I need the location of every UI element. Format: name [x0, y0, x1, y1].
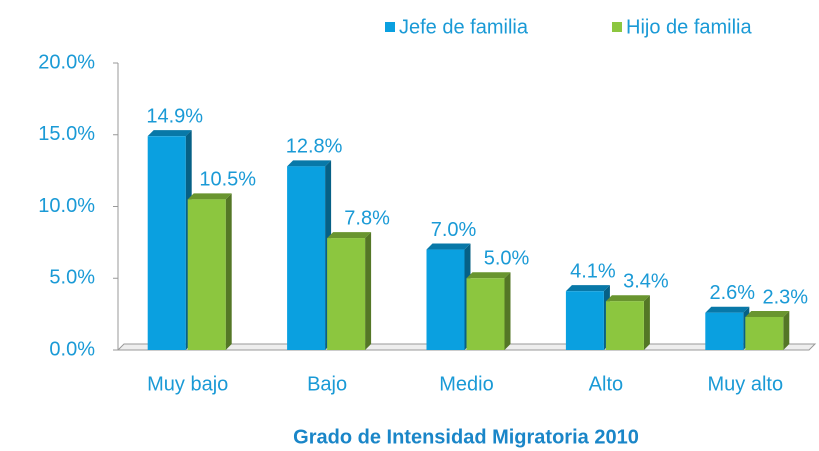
bar: [287, 166, 326, 350]
bar: [327, 238, 366, 350]
legend-label: Jefe de familia: [399, 16, 529, 38]
bar-side: [225, 193, 232, 350]
bar-top: [745, 310, 790, 317]
data-label: 2.3%: [763, 286, 809, 308]
bar-side: [783, 310, 790, 350]
y-tick-label: 5.0%: [49, 267, 95, 289]
y-tick-label: 20.0%: [38, 51, 95, 73]
data-label: 10.5%: [199, 169, 256, 191]
bar: [187, 199, 226, 350]
data-label: 14.9%: [146, 105, 203, 127]
x-tick-label: Alto: [589, 373, 623, 395]
data-label: 2.6%: [710, 282, 756, 304]
bar: [745, 316, 784, 350]
x-tick-label: Muy alto: [708, 373, 784, 395]
bar-top: [327, 232, 372, 239]
bar: [565, 291, 604, 350]
bar-top: [426, 243, 471, 250]
bar-top: [565, 285, 610, 292]
bar-top: [287, 160, 332, 167]
y-tick-label: 0.0%: [49, 338, 95, 360]
data-label: 3.4%: [623, 270, 669, 292]
bar-top: [605, 295, 650, 302]
legend-label: Hijo de familia: [626, 16, 752, 38]
bar: [426, 249, 465, 350]
bar-side: [365, 232, 372, 350]
data-label: 12.8%: [286, 136, 343, 158]
bar: [605, 301, 644, 350]
bar-side: [643, 295, 650, 350]
x-axis-title: Grado de Intensidad Migratoria 2010: [293, 426, 639, 448]
legend-swatch: [612, 22, 622, 32]
data-label: 4.1%: [570, 260, 616, 282]
data-label: 5.0%: [484, 248, 530, 270]
bar: [705, 312, 744, 350]
data-label: 7.8%: [344, 207, 390, 229]
bar-top: [147, 130, 192, 137]
y-tick-label: 10.0%: [38, 195, 95, 217]
bar-side: [504, 272, 511, 350]
x-tick-label: Muy bajo: [147, 373, 228, 395]
legend-swatch: [385, 22, 395, 32]
bar-top: [466, 272, 511, 279]
bar: [147, 136, 186, 350]
x-tick-label: Bajo: [307, 373, 347, 395]
bar: [466, 278, 505, 350]
bar-top: [187, 193, 232, 200]
bar-top: [705, 306, 750, 313]
data-label: 7.0%: [431, 219, 477, 241]
y-tick-label: 15.0%: [38, 123, 95, 145]
x-tick-label: Medio: [439, 373, 493, 395]
